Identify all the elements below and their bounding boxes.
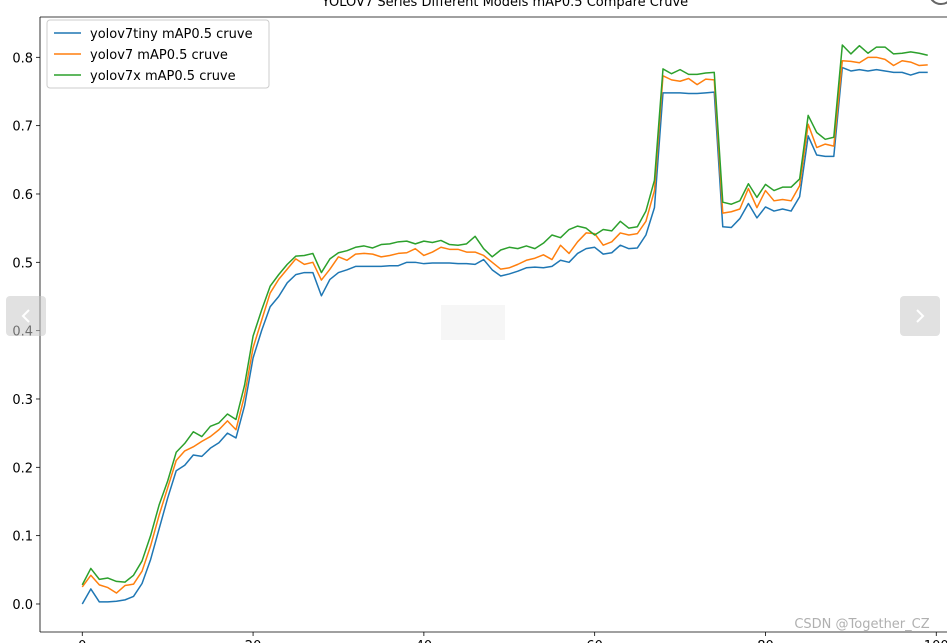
x-tick-label: 20 [245,639,262,643]
y-tick-label: 0.8 [12,51,33,66]
viewer-close-icon[interactable] [929,0,947,5]
legend-label: yolov7x mAP0.5 cruve [90,69,236,84]
x-tick-label: 60 [586,639,603,643]
y-tick-label: 0.7 [12,120,33,135]
legend [46,19,270,89]
watermark: CSDN @Together_CZ [794,617,929,632]
series-line [81,56,928,594]
chart-title: YOLOV7 Series Different Models mAP0.5 Co… [321,0,688,10]
y-tick-label: 0.3 [12,393,33,408]
x-tick-label: 100 [924,639,947,643]
series-line [81,44,928,586]
y-tick-label: 0.2 [12,461,33,476]
viewer-placeholder [441,305,505,340]
x-tick-label: 80 [757,639,774,643]
x-tick-label: 0 [78,639,86,643]
legend-label: yolov7tiny mAP0.5 cruve [90,27,253,42]
next-icon [916,309,925,323]
y-tick-label: 0.0 [12,598,33,613]
y-tick-label: 0.5 [12,256,33,271]
series-line [81,66,928,605]
next-button[interactable] [900,296,940,336]
prev-icon [21,309,30,323]
legend-label: yolov7 mAP0.5 cruve [90,48,228,63]
x-tick-label: 40 [416,639,433,643]
prev-button[interactable] [6,296,46,336]
y-tick-label: 0.6 [12,188,33,203]
y-tick-label: 0.1 [12,530,33,545]
